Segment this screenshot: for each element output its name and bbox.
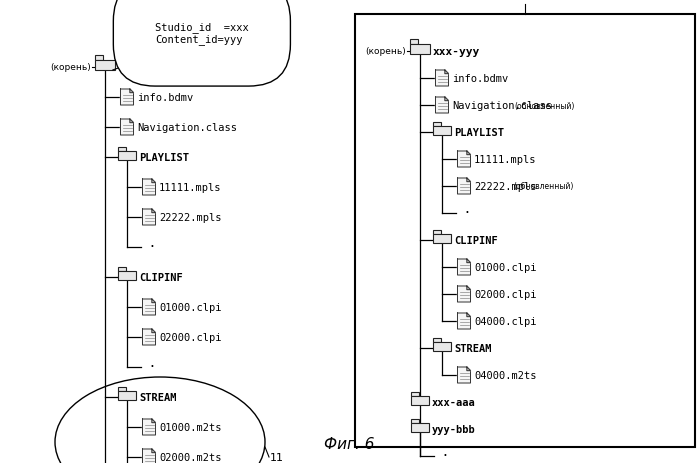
Polygon shape xyxy=(467,259,470,263)
FancyBboxPatch shape xyxy=(95,61,115,71)
Text: xxx-yyy: xxx-yyy xyxy=(433,47,480,57)
Text: Studio_id  =xxx
Content_id=yyy: Studio_id =xxx Content_id=yyy xyxy=(155,22,249,45)
Polygon shape xyxy=(467,367,470,371)
Text: 22222.mpls: 22222.mpls xyxy=(159,213,222,223)
Polygon shape xyxy=(458,287,470,302)
Text: 11: 11 xyxy=(270,452,284,462)
Polygon shape xyxy=(435,71,449,87)
Polygon shape xyxy=(130,90,134,94)
Polygon shape xyxy=(445,71,449,75)
Polygon shape xyxy=(458,179,470,194)
Text: CLIPINF: CLIPINF xyxy=(139,272,182,282)
Text: STREAM: STREAM xyxy=(139,392,177,402)
Text: 02000.clpi: 02000.clpi xyxy=(159,332,222,342)
Text: 01000.m2ts: 01000.m2ts xyxy=(159,422,222,432)
Polygon shape xyxy=(143,180,155,195)
Text: ·: · xyxy=(149,360,154,375)
Text: Navigation.class: Navigation.class xyxy=(137,123,237,133)
Polygon shape xyxy=(458,152,470,168)
Polygon shape xyxy=(152,180,155,183)
Polygon shape xyxy=(152,300,155,303)
Text: ·: · xyxy=(149,240,154,255)
Polygon shape xyxy=(467,313,470,317)
Polygon shape xyxy=(458,313,470,329)
Polygon shape xyxy=(467,179,470,182)
Text: BDMV: BDMV xyxy=(118,63,145,73)
Polygon shape xyxy=(130,120,134,123)
FancyBboxPatch shape xyxy=(118,387,126,391)
FancyBboxPatch shape xyxy=(433,342,451,351)
Text: 11111.mpls: 11111.mpls xyxy=(474,155,537,165)
Polygon shape xyxy=(435,98,449,114)
Text: info.bdmv: info.bdmv xyxy=(137,93,193,103)
Text: (корень): (корень) xyxy=(50,63,91,72)
Text: (обновленный): (обновленный) xyxy=(513,182,573,191)
FancyBboxPatch shape xyxy=(411,396,429,405)
FancyBboxPatch shape xyxy=(433,127,451,135)
Text: 02000.clpi: 02000.clpi xyxy=(474,289,537,300)
Polygon shape xyxy=(467,287,470,290)
Polygon shape xyxy=(120,120,134,136)
Text: yyy-bbb: yyy-bbb xyxy=(432,424,476,434)
Text: ·: · xyxy=(464,206,469,221)
FancyBboxPatch shape xyxy=(411,392,419,396)
Polygon shape xyxy=(152,419,155,423)
Text: PLAYLIST: PLAYLIST xyxy=(454,128,504,138)
FancyBboxPatch shape xyxy=(118,148,126,152)
Text: 01000.clpi: 01000.clpi xyxy=(474,263,537,272)
Text: (корень): (корень) xyxy=(366,47,406,56)
Polygon shape xyxy=(143,419,155,435)
Polygon shape xyxy=(143,300,155,315)
FancyBboxPatch shape xyxy=(433,234,451,243)
Text: (обновленный): (обновленный) xyxy=(514,101,575,110)
Polygon shape xyxy=(143,210,155,225)
Polygon shape xyxy=(152,210,155,213)
Polygon shape xyxy=(143,329,155,345)
Polygon shape xyxy=(458,367,470,383)
Text: 01000.clpi: 01000.clpi xyxy=(159,302,222,313)
FancyBboxPatch shape xyxy=(118,152,136,160)
FancyBboxPatch shape xyxy=(410,40,419,45)
Polygon shape xyxy=(445,98,449,101)
Text: info.bdmv: info.bdmv xyxy=(452,74,508,84)
Polygon shape xyxy=(143,449,155,463)
Text: STREAM: STREAM xyxy=(454,343,491,353)
FancyBboxPatch shape xyxy=(433,230,440,234)
Polygon shape xyxy=(120,90,134,106)
Text: CLIPINF: CLIPINF xyxy=(454,236,498,245)
FancyBboxPatch shape xyxy=(118,391,136,400)
FancyBboxPatch shape xyxy=(95,56,103,61)
Polygon shape xyxy=(458,259,470,275)
FancyBboxPatch shape xyxy=(433,123,440,127)
FancyBboxPatch shape xyxy=(411,419,419,423)
FancyBboxPatch shape xyxy=(411,423,429,432)
Text: PLAYLIST: PLAYLIST xyxy=(139,153,189,163)
Text: Фиг. 6: Фиг. 6 xyxy=(324,436,375,451)
Text: 22222.mpls: 22222.mpls xyxy=(474,181,537,192)
Text: xxx-aaa: xxx-aaa xyxy=(432,397,476,407)
Polygon shape xyxy=(152,329,155,333)
Text: 04000.clpi: 04000.clpi xyxy=(474,316,537,326)
FancyBboxPatch shape xyxy=(118,267,126,271)
Text: 02000.m2ts: 02000.m2ts xyxy=(159,452,222,462)
Text: 12: 12 xyxy=(517,0,533,3)
Text: Navigation.class: Navigation.class xyxy=(452,101,552,111)
Text: 04000.m2ts: 04000.m2ts xyxy=(474,370,537,380)
FancyBboxPatch shape xyxy=(118,271,136,280)
Polygon shape xyxy=(152,449,155,453)
Polygon shape xyxy=(467,152,470,155)
FancyBboxPatch shape xyxy=(355,15,695,447)
FancyBboxPatch shape xyxy=(410,45,430,55)
Text: ·: · xyxy=(442,449,447,463)
FancyBboxPatch shape xyxy=(433,338,440,342)
Text: 11111.mpls: 11111.mpls xyxy=(159,182,222,193)
